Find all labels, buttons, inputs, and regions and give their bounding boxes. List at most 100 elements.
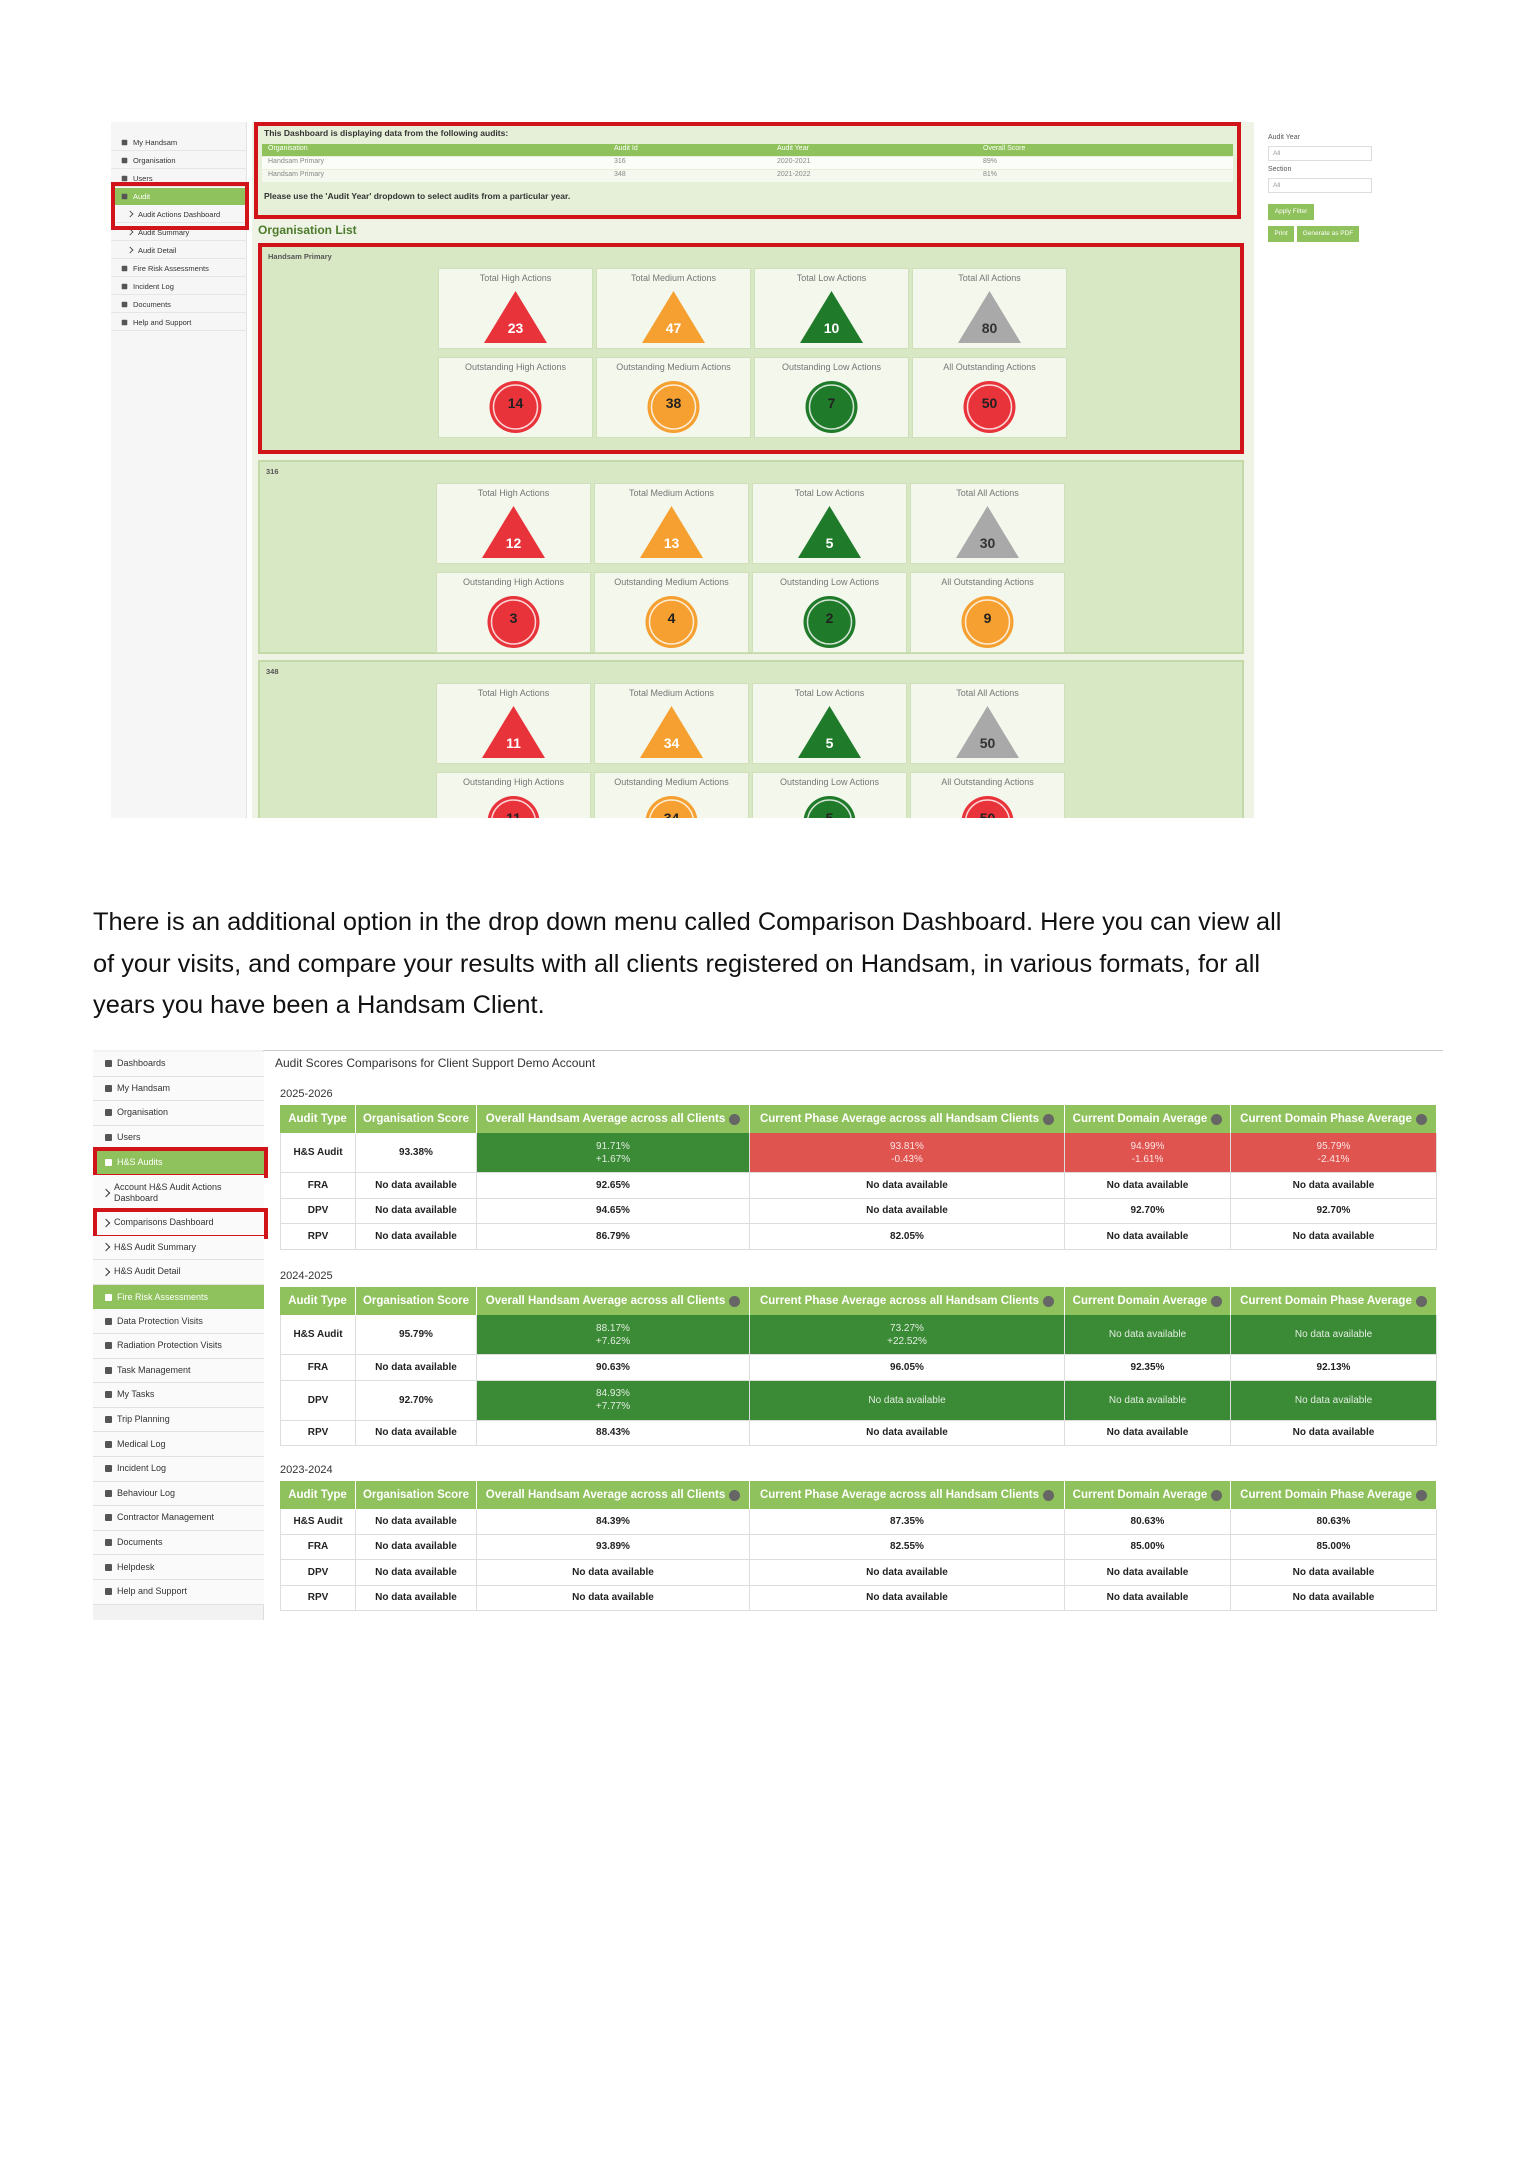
card-value: 50 xyxy=(980,735,996,751)
banner-title: This Dashboard is displaying data from t… xyxy=(264,128,509,138)
help-icon[interactable] xyxy=(1415,1489,1427,1501)
help-icon[interactable] xyxy=(1211,1295,1223,1307)
help-icon[interactable] xyxy=(729,1489,741,1501)
card-value: 14 xyxy=(508,395,524,411)
cell-value: DPV xyxy=(307,1205,329,1217)
sidebar-item[interactable]: Fire Risk Assessments xyxy=(93,1284,264,1310)
circle-icon: 11 xyxy=(487,796,540,818)
cell-value: FRA xyxy=(307,1179,329,1191)
filter-button[interactable]: Apply Filter xyxy=(1268,204,1314,220)
header-text: Current Domain Phase Average xyxy=(1240,1295,1412,1307)
sidebar-item[interactable]: Documents xyxy=(93,1530,264,1556)
sidebar-text: Audit Summary xyxy=(138,227,190,237)
banner-column: Audit Year xyxy=(777,145,809,152)
menu-icon xyxy=(105,1489,112,1497)
table-cell: No data available xyxy=(1065,1173,1231,1199)
help-icon[interactable] xyxy=(1211,1113,1223,1125)
menu-icon xyxy=(105,1317,112,1325)
header-text: Current Domain Average xyxy=(1072,1295,1208,1307)
sidebar-item[interactable]: Organisation xyxy=(93,1101,264,1126)
sidebar-item[interactable]: Fire Risk Assessments xyxy=(111,260,247,277)
cell-value: No data available xyxy=(1292,1566,1375,1578)
sidebar-item[interactable]: Audit Detail xyxy=(111,242,247,259)
sidebar-item[interactable]: Audit Actions Dashboard xyxy=(111,206,247,223)
filter-button[interactable]: Generate as PDF xyxy=(1297,226,1359,242)
sidebar-item[interactable]: Users xyxy=(111,170,247,187)
sidebar-item[interactable]: Medical Log xyxy=(93,1432,264,1457)
help-icon[interactable] xyxy=(729,1295,741,1307)
sidebar-item[interactable]: Trip Planning xyxy=(93,1407,264,1433)
sidebar-item[interactable]: Contractor Management xyxy=(93,1506,264,1531)
sidebar-item[interactable]: Organisation xyxy=(111,152,247,169)
circle xyxy=(647,381,700,433)
card-value: 30 xyxy=(980,535,996,551)
column-header: Current Domain Average xyxy=(1065,1287,1231,1315)
circle-icon: 5 xyxy=(803,796,856,818)
action-card: All Outstanding Actions 50 xyxy=(912,357,1067,438)
help-icon[interactable] xyxy=(1043,1295,1055,1307)
action-card: Total Medium Actions 47 xyxy=(596,268,751,349)
sidebar-item[interactable]: Documents xyxy=(111,296,247,313)
sidebar-item[interactable]: Incident Log xyxy=(93,1457,264,1482)
cell-value: No data available xyxy=(375,1179,457,1191)
action-card: Total Low Actions 10 xyxy=(754,268,909,349)
sidebar-item[interactable]: My Tasks xyxy=(93,1383,264,1408)
sidebar-item[interactable]: Help and Support xyxy=(93,1580,264,1605)
sidebar-item[interactable]: My Handsam xyxy=(111,134,247,151)
help-icon[interactable] xyxy=(1211,1489,1223,1501)
circle xyxy=(645,596,698,648)
sidebar-item[interactable]: Task Management xyxy=(93,1358,264,1384)
menu-icon xyxy=(121,319,128,325)
help-icon[interactable] xyxy=(1043,1113,1055,1125)
sidebar-item[interactable]: Behaviour Log xyxy=(93,1481,264,1507)
sidebar-item[interactable]: Incident Log xyxy=(111,278,247,295)
circle-ring xyxy=(491,799,536,818)
help-icon[interactable] xyxy=(1415,1113,1427,1125)
sidebar-item[interactable]: H&S Audits xyxy=(93,1150,264,1175)
sidebar-item[interactable]: My Handsam xyxy=(93,1076,264,1102)
action-card: Total High Actions 23 xyxy=(438,268,593,349)
chevron-icon xyxy=(101,1243,111,1252)
sidebar-item[interactable]: Dashboards xyxy=(93,1052,264,1077)
sidebar-item[interactable]: Radiation Protection Visits xyxy=(93,1334,264,1359)
sidebar-item[interactable]: H&S Audit Detail xyxy=(93,1260,264,1285)
sidebar-item[interactable]: Helpdesk xyxy=(93,1555,264,1580)
sidebar-item[interactable]: Audit Summary xyxy=(111,224,247,241)
sidebar-item[interactable]: Data Protection Visits xyxy=(93,1309,264,1334)
sidebar-item[interactable]: Audit xyxy=(111,188,247,205)
filter-button[interactable]: Print xyxy=(1268,226,1294,242)
header-text: Current Domain Phase Average xyxy=(1240,1489,1412,1501)
filter-select[interactable]: All xyxy=(1268,146,1372,161)
circle-ring xyxy=(965,799,1010,818)
cell-change: +22.52% xyxy=(887,1335,927,1347)
card-value: 12 xyxy=(506,535,522,551)
column-header: Overall Handsam Average across all Clien… xyxy=(477,1287,750,1315)
card-value: 4 xyxy=(668,610,676,626)
cell-value: No data available xyxy=(1106,1592,1189,1604)
card-label: Total All Actions xyxy=(956,688,1019,698)
sidebar-item[interactable]: H&S Audit Summary xyxy=(93,1235,264,1261)
cell-value: 92.13% xyxy=(1316,1361,1351,1373)
table-cell: 92.70% xyxy=(1065,1198,1231,1224)
triangle-icon: 47 xyxy=(642,291,705,343)
help-icon[interactable] xyxy=(729,1113,741,1125)
card-value: 2 xyxy=(826,610,834,626)
card-value: 7 xyxy=(828,395,836,411)
circle-icon: 2 xyxy=(803,596,856,648)
action-card: Total High Actions 12 xyxy=(436,483,591,564)
sidebar-item[interactable]: Account H&S Audit Actions Dashboard xyxy=(93,1175,264,1211)
table-cell: No data available xyxy=(1231,1173,1437,1199)
menu-icon xyxy=(105,1293,112,1301)
card-label: Total Medium Actions xyxy=(630,273,717,283)
filter-select[interactable]: All xyxy=(1268,178,1372,193)
card-label: Outstanding Low Actions xyxy=(779,577,880,587)
action-card: Total Medium Actions 34 xyxy=(594,683,749,764)
card-value: 23 xyxy=(508,320,524,336)
help-icon[interactable] xyxy=(1415,1295,1427,1307)
sidebar-item[interactable]: Help and Support xyxy=(111,314,247,331)
sidebar-item[interactable]: Comparisons Dashboard xyxy=(93,1211,264,1236)
help-icon[interactable] xyxy=(1043,1489,1055,1501)
cell-value: No data available xyxy=(375,1427,457,1439)
sidebar-text: Documents xyxy=(133,299,171,309)
